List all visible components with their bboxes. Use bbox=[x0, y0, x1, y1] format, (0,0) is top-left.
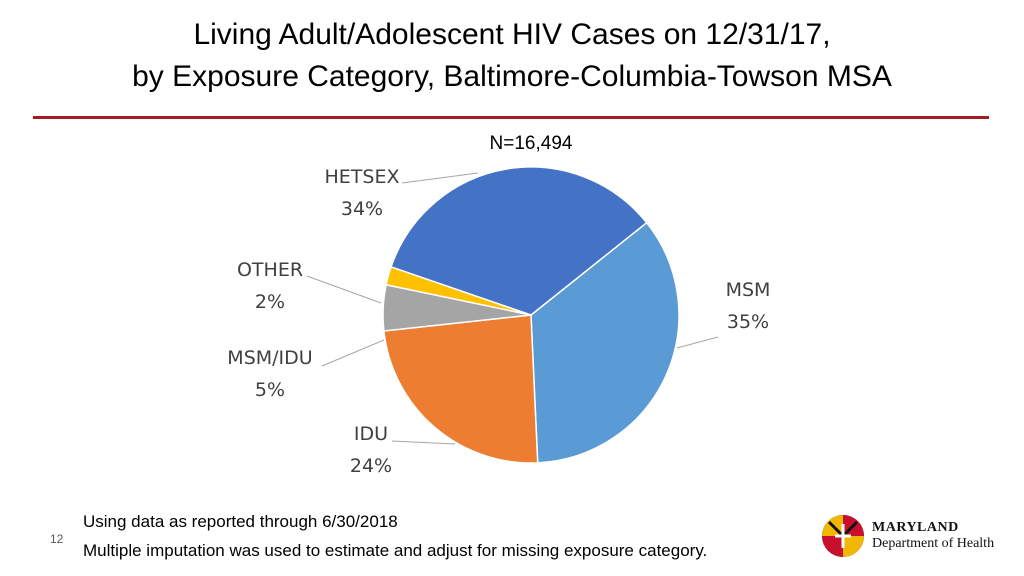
pie-slice-hetsex bbox=[390, 166, 648, 316]
leader-line-msm-idu bbox=[321, 339, 385, 367]
footnote-imputation: Multiple imputation was used to estimate… bbox=[83, 541, 708, 560]
slice-percent-msm: 35% bbox=[727, 311, 769, 333]
slice-percent-idu: 24% bbox=[350, 455, 392, 477]
slice-label-hetsex: HETSEX bbox=[325, 166, 400, 188]
leader-line-idu bbox=[391, 440, 456, 445]
chart-subtitle: N=16,494 bbox=[490, 133, 573, 154]
logo-text-maryland: MARYLAND bbox=[872, 520, 959, 535]
leader-line-hetsex bbox=[401, 172, 479, 184]
title-line-1: Living Adult/Adolescent HIV Cases on 12/… bbox=[193, 18, 831, 51]
slice-label-idu: IDU bbox=[354, 423, 388, 445]
footnote-data-date: Using data as reported through 6/30/2018 bbox=[83, 512, 398, 531]
slice-percent-msm-idu: 5% bbox=[255, 379, 285, 401]
page-number: 12 bbox=[50, 532, 64, 546]
title-divider bbox=[33, 116, 989, 119]
title-line-2: by Exposure Category, Baltimore-Columbia… bbox=[132, 60, 892, 93]
slice-label-msm-idu: MSM/IDU bbox=[227, 347, 312, 369]
slice-percent-hetsex: 34% bbox=[341, 198, 383, 220]
slide-title: Living Adult/Adolescent HIV Cases on 12/… bbox=[0, 14, 1024, 98]
maryland-health-logo: MARYLAND Department of Health bbox=[820, 510, 1010, 566]
pie-slice-idu bbox=[383, 314, 539, 464]
logo-text-department: Department of Health bbox=[872, 536, 995, 551]
leader-line-msm bbox=[676, 336, 719, 349]
slice-label-other: OTHER bbox=[237, 259, 303, 281]
pie-slice-msm bbox=[530, 221, 680, 464]
maryland-flag-icon bbox=[822, 515, 864, 557]
slice-percent-other: 2% bbox=[255, 291, 285, 313]
slice-label-msm: MSM bbox=[726, 279, 771, 301]
leader-line-other bbox=[306, 275, 382, 304]
